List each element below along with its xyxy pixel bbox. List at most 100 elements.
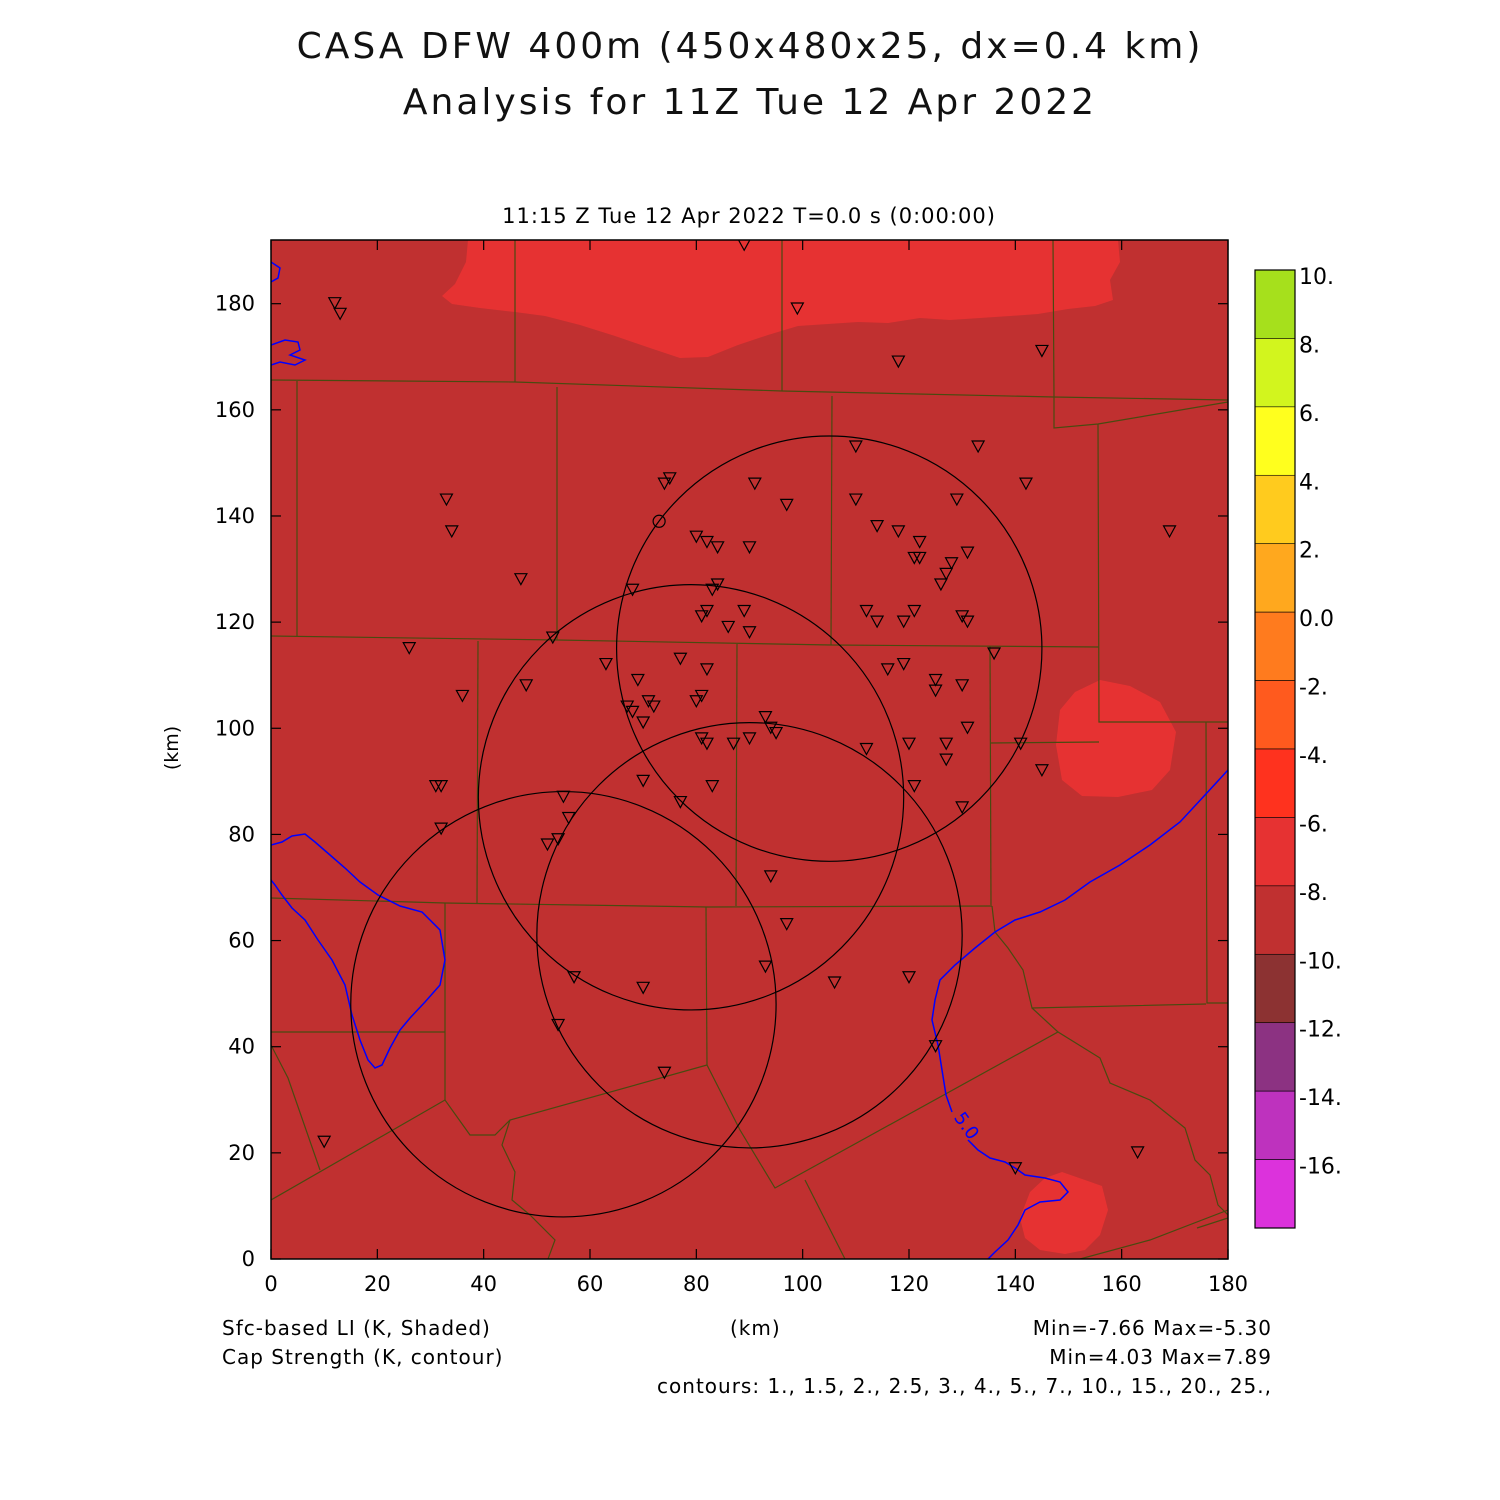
colorbar-label: -16. — [1299, 1155, 1342, 1180]
station-marker — [747, 477, 762, 491]
station-marker — [790, 302, 805, 316]
station-marker — [1008, 1162, 1023, 1176]
x-tick-label: 140 — [995, 1272, 1035, 1296]
colorbar-swatch — [1254, 1022, 1296, 1092]
station-marker — [434, 822, 449, 836]
x-axis: 0 20 40 60 80 100 120 140 160 180 — [264, 240, 1248, 1296]
station-marker — [949, 493, 964, 507]
station-marker — [742, 732, 757, 746]
station-marker — [699, 737, 714, 751]
station-marker — [327, 297, 342, 310]
station-marker — [636, 774, 651, 788]
station-marker — [769, 726, 784, 740]
station-marker — [434, 780, 449, 793]
station-marker — [928, 684, 943, 698]
station-marker — [673, 795, 688, 809]
x-tick-label: 120 — [889, 1272, 929, 1296]
x-tick-label: 80 — [683, 1272, 710, 1296]
station-marker — [928, 1040, 943, 1053]
station-marker — [317, 1135, 332, 1149]
colorbar-swatch — [1254, 611, 1296, 681]
station-marker — [901, 971, 917, 984]
station-marker — [598, 657, 613, 671]
y-tick-label: 0 — [242, 1247, 255, 1271]
legend-shaded: Sfc-based LI (K, Shaded) — [222, 1316, 491, 1340]
station-marker — [907, 604, 922, 618]
station-marker — [556, 790, 571, 804]
station-marker — [939, 567, 954, 581]
colorbar-swatch — [1254, 680, 1296, 750]
station-marker — [896, 615, 911, 629]
station-marker — [907, 780, 922, 793]
warm-patch-south — [1020, 1172, 1108, 1254]
station-marker — [779, 918, 794, 931]
colorbar-swatch — [1254, 543, 1296, 613]
colorbar-label: 0.0 — [1299, 607, 1334, 632]
station-marker — [944, 557, 959, 570]
colorbar-label: -6. — [1299, 812, 1328, 837]
colorbar-swatch — [1254, 748, 1296, 818]
station-marker — [402, 642, 417, 655]
colorbar-label: -8. — [1299, 881, 1328, 906]
x-tick-label: 40 — [470, 1272, 497, 1296]
colorbar-swatch — [1254, 406, 1296, 476]
station-marker — [705, 583, 720, 597]
station-marker — [551, 1018, 566, 1032]
station-marker — [960, 615, 975, 629]
station-marker — [636, 716, 651, 730]
station-marker — [955, 801, 970, 815]
station-marker — [1162, 525, 1177, 539]
station-marker — [939, 753, 954, 767]
station-marker — [694, 689, 709, 703]
station-circle-marker — [652, 514, 666, 528]
colorbar-label: -10. — [1299, 949, 1342, 974]
colorbar-swatch — [1254, 269, 1296, 339]
station-marker — [891, 525, 906, 539]
station-marker — [673, 652, 688, 666]
plot-subtitle: 11:15 Z Tue 12 Apr 2022 T=0.0 s (0:00:00… — [502, 204, 996, 228]
station-marker — [1130, 1146, 1145, 1160]
station-marker — [444, 525, 459, 539]
station-marker — [758, 960, 773, 974]
station-marker — [646, 700, 661, 714]
station-marker — [870, 519, 885, 533]
y-tick-label: 80 — [228, 822, 255, 846]
station-marker — [630, 673, 645, 687]
y-axis-label: (km) — [161, 726, 183, 770]
cap-min-max: Min=4.03 Max=7.89 — [1049, 1345, 1272, 1369]
colorbar-swatch — [1254, 338, 1296, 408]
station-marker — [960, 546, 975, 560]
radar-ring-2 — [477, 583, 905, 1011]
cap-contour-east — [931, 769, 1228, 1259]
station-marker — [567, 971, 582, 984]
title-line2: Analysis for 11Z Tue 12 Apr 2022 — [402, 82, 1098, 123]
station-marker — [710, 578, 725, 592]
station-marker — [540, 838, 555, 852]
colorbar-label: -14. — [1299, 1086, 1342, 1111]
station-marker — [625, 705, 640, 719]
title-line1: CASA DFW 400m (450x480x25, dx=0.4 km) — [296, 26, 1204, 67]
station-marker — [896, 657, 911, 671]
colorbar-label: 6. — [1299, 402, 1320, 427]
station-marker — [657, 477, 672, 491]
station-markers — [317, 240, 1177, 1176]
station-marker — [689, 530, 704, 544]
station-marker — [699, 663, 714, 677]
colorbar-label: 10. — [1299, 265, 1334, 290]
station-marker — [987, 647, 1002, 661]
station-marker — [859, 742, 874, 756]
cap-contour-northwest — [271, 261, 307, 366]
station-marker — [710, 541, 725, 555]
colorbar-label: -12. — [1299, 1018, 1342, 1043]
station-marker — [960, 721, 975, 735]
station-marker — [928, 673, 943, 687]
plot-frame — [270, 239, 1229, 1260]
station-marker — [1013, 737, 1028, 751]
x-tick-label: 160 — [1102, 1272, 1142, 1296]
radar-ring-1 — [615, 435, 1043, 862]
colorbar-label: 4. — [1299, 470, 1320, 495]
station-marker — [662, 472, 677, 486]
station-marker — [880, 663, 895, 677]
y-tick-label: 20 — [228, 1141, 255, 1165]
y-tick-label: 100 — [215, 716, 255, 740]
